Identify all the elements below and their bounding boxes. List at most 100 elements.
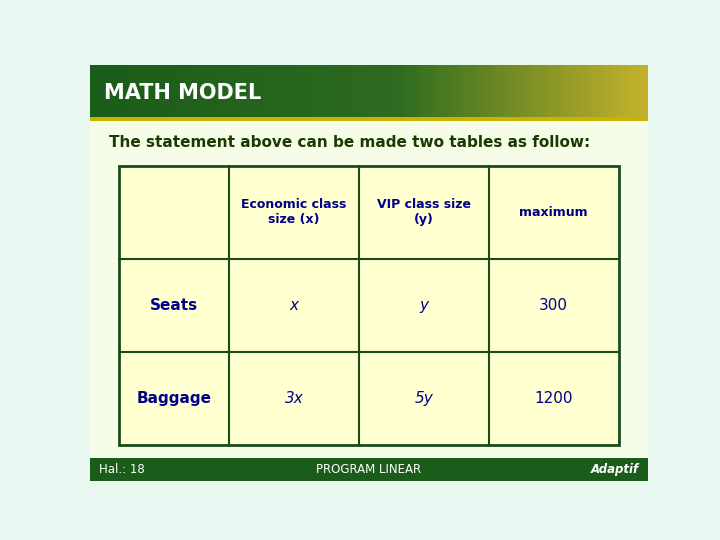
Bar	[438, 65, 444, 117]
Bar	[215, 65, 221, 117]
Bar	[364, 65, 370, 117]
Bar	[137, 65, 142, 117]
Bar	[634, 65, 639, 117]
Bar	[248, 65, 253, 117]
Bar	[179, 65, 184, 117]
Bar	[262, 65, 267, 117]
Bar	[323, 65, 328, 117]
Bar	[518, 65, 523, 117]
Bar	[555, 65, 560, 117]
Bar	[183, 65, 189, 117]
Bar	[574, 65, 579, 117]
Bar	[476, 65, 482, 117]
Bar	[169, 65, 174, 117]
Bar	[271, 65, 276, 117]
Bar	[197, 65, 202, 117]
Bar	[160, 65, 165, 117]
Bar	[629, 65, 635, 117]
Text: 5y: 5y	[415, 391, 433, 406]
Text: maximum: maximum	[519, 206, 588, 219]
Text: x: x	[289, 298, 299, 313]
Bar	[332, 65, 337, 117]
Bar	[383, 65, 388, 117]
Bar	[453, 65, 458, 117]
Bar	[523, 65, 528, 117]
Bar	[448, 65, 454, 117]
Text: 3x: 3x	[285, 391, 304, 406]
Bar	[625, 65, 630, 117]
Bar	[258, 65, 263, 117]
Bar	[495, 65, 500, 117]
Bar	[411, 65, 416, 117]
Bar	[434, 65, 439, 117]
Bar	[206, 65, 212, 117]
Bar	[355, 65, 361, 117]
Bar	[425, 65, 431, 117]
Bar	[230, 65, 235, 117]
Bar	[644, 65, 649, 117]
Bar	[211, 65, 216, 117]
Bar	[601, 65, 607, 117]
Bar	[290, 65, 295, 117]
Bar	[392, 65, 397, 117]
Text: Economic class
size (x): Economic class size (x)	[241, 198, 347, 226]
Text: The statement above can be made two tables as follow:: The statement above can be made two tabl…	[109, 135, 590, 150]
Text: Adaptif: Adaptif	[590, 463, 639, 476]
Bar	[397, 65, 402, 117]
Bar	[513, 65, 518, 117]
Bar	[253, 65, 258, 117]
Bar	[360, 65, 365, 117]
Bar	[202, 65, 207, 117]
Bar	[583, 65, 588, 117]
Bar	[420, 65, 426, 117]
Bar	[239, 65, 244, 117]
Bar	[606, 65, 611, 117]
Bar	[374, 65, 379, 117]
Bar	[145, 65, 151, 117]
Bar	[309, 65, 314, 117]
Bar	[481, 65, 486, 117]
Bar	[541, 65, 546, 117]
Bar	[164, 65, 170, 117]
Bar	[559, 65, 565, 117]
Bar	[532, 65, 537, 117]
Bar	[192, 65, 198, 117]
Bar	[485, 65, 490, 117]
Bar	[327, 65, 333, 117]
Text: Hal.: 18: Hal.: 18	[99, 463, 145, 476]
Bar	[313, 65, 319, 117]
Bar	[132, 65, 138, 117]
Bar	[127, 65, 132, 117]
Bar	[616, 65, 621, 117]
Bar	[174, 65, 179, 117]
Bar	[508, 65, 514, 117]
Bar	[118, 65, 123, 117]
Bar	[378, 65, 384, 117]
Bar	[109, 65, 114, 117]
Bar	[499, 65, 505, 117]
Bar	[472, 65, 477, 117]
Bar	[336, 65, 342, 117]
Bar	[444, 65, 449, 117]
Text: VIP class size
(y): VIP class size (y)	[377, 198, 471, 226]
Bar	[569, 65, 575, 117]
Bar	[351, 65, 356, 117]
Bar	[104, 65, 109, 117]
Bar	[122, 65, 128, 117]
Bar	[550, 65, 556, 117]
Bar	[99, 65, 104, 117]
Bar	[346, 65, 351, 117]
Text: Baggage: Baggage	[137, 391, 212, 406]
Bar	[639, 65, 644, 117]
Bar	[620, 65, 626, 117]
Bar	[402, 65, 407, 117]
Bar	[90, 65, 96, 117]
Bar	[341, 65, 346, 117]
Bar	[90, 457, 648, 481]
Bar	[276, 65, 282, 117]
Bar	[243, 65, 249, 117]
Bar	[120, 166, 618, 445]
Bar	[504, 65, 509, 117]
Bar	[467, 65, 472, 117]
Bar	[527, 65, 533, 117]
